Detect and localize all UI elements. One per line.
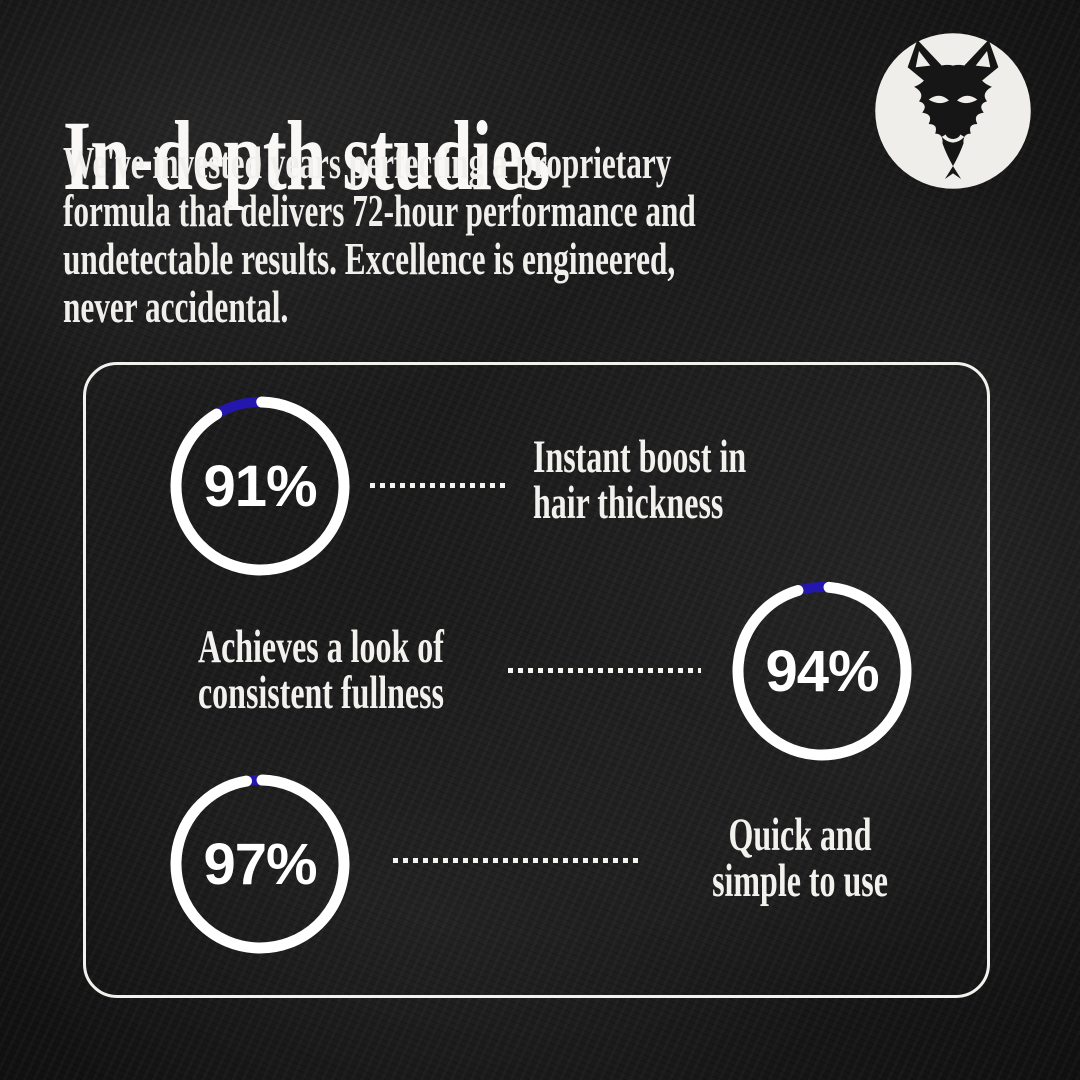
stat-label: Achieves a look of consistent fullness — [198, 621, 444, 719]
stat-value: 97% — [203, 831, 317, 897]
stat-value: 94% — [765, 638, 879, 704]
stat-label: Quick and simple to use — [712, 809, 888, 907]
page-title: In-depth studies — [63, 100, 550, 211]
progress-ring-97: 97% — [170, 774, 350, 954]
progress-ring-94: 94% — [732, 581, 912, 761]
description: We've invested years perfecting a propri… — [63, 139, 696, 331]
progress-ring-91: 91% — [170, 396, 350, 576]
wolf-icon — [875, 33, 1031, 189]
dotted-connector — [393, 858, 638, 863]
description-line: never accidental. — [63, 281, 289, 332]
brand-logo — [872, 30, 1034, 192]
dotted-connector — [370, 483, 510, 488]
stat-value: 91% — [203, 453, 317, 519]
description-line: formula that delivers 72-hour performanc… — [63, 185, 696, 236]
dotted-connector — [508, 668, 701, 673]
stats-panel: 91% Instant boost in hair thickness Achi… — [83, 362, 990, 998]
description-line: We've invested years perfecting a propri… — [63, 137, 672, 188]
description-line: undetectable results. Excellence is engi… — [63, 233, 676, 284]
stat-label: Instant boost in hair thickness — [533, 431, 747, 529]
